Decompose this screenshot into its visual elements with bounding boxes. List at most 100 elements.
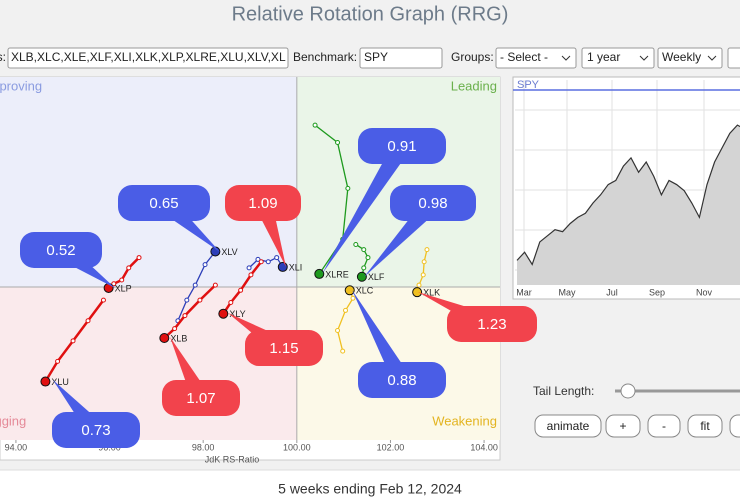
button[interactable] <box>729 414 740 438</box>
groups-label: Groups: <box>451 50 494 64</box>
tail-point <box>172 326 178 332</box>
callout-text: 0.65 <box>149 195 178 212</box>
tail-point <box>202 262 208 268</box>
series-label: XLY <box>229 309 245 319</box>
benchmark-label: Benchmark: <box>293 50 357 64</box>
tail-point <box>192 282 198 288</box>
price-x-label: May <box>558 287 576 297</box>
tail-point <box>111 281 117 287</box>
button-label: - <box>662 419 666 433</box>
tail-length-label: Tail Length: <box>533 384 594 398</box>
title: Relative Rotation Graph (RRG) <box>232 3 509 25</box>
tail-point <box>265 259 271 265</box>
series-label: XLI <box>289 262 303 272</box>
footer-bg <box>0 470 740 500</box>
button[interactable] <box>647 414 681 438</box>
series-label: XLU <box>51 377 69 387</box>
tail-point <box>136 255 142 261</box>
period-select[interactable] <box>581 47 655 69</box>
tail-point <box>238 287 244 293</box>
tail-point <box>335 328 341 334</box>
tail-point <box>70 338 76 344</box>
button[interactable] <box>605 414 641 438</box>
tail-point <box>197 297 203 303</box>
button-label: + <box>619 419 626 433</box>
quadrant-label: Leading <box>451 78 497 93</box>
tail-point <box>85 318 91 324</box>
callout <box>118 185 210 221</box>
button-label: fit <box>700 419 710 433</box>
x-tick-label: 94.00 <box>5 442 28 452</box>
tail-point <box>182 313 188 319</box>
interval-select[interactable] <box>657 47 723 69</box>
price-x-label: Nov <box>696 287 713 297</box>
callout-text: 0.91 <box>387 138 416 155</box>
price-x-label: Mar <box>516 287 532 297</box>
tail-point <box>340 348 346 354</box>
tail-point <box>353 241 359 247</box>
button-label: animate <box>547 419 590 433</box>
quadrant-label: Lagging <box>0 413 26 428</box>
quadrant-label: Weakening <box>432 413 497 428</box>
callout <box>358 362 446 398</box>
period-value: 1 year <box>587 50 620 64</box>
head-point <box>412 287 423 298</box>
x-axis-label: JdK RS-Ratio <box>205 454 260 464</box>
callout-pointer <box>322 141 410 274</box>
price-area <box>517 125 740 285</box>
quadrant <box>296 77 500 288</box>
tail-point <box>258 259 264 265</box>
quadrant-label: Improving <box>0 78 42 93</box>
series-label: XLK <box>423 288 440 298</box>
callout <box>225 185 301 221</box>
slider-knob[interactable] <box>620 383 636 399</box>
callout <box>447 306 537 342</box>
head-point <box>277 261 288 272</box>
tail-point <box>246 265 252 271</box>
tail-point <box>100 297 106 303</box>
quadrant <box>0 287 297 440</box>
tail-point <box>335 139 341 145</box>
groups-select[interactable] <box>495 47 577 69</box>
tail-point <box>361 247 367 253</box>
button[interactable] <box>687 414 723 438</box>
callout <box>390 185 476 221</box>
dropdown-arrow <box>707 55 717 61</box>
interval-value: Weekly <box>662 50 701 64</box>
tail-point <box>416 282 422 288</box>
symbols-input[interactable] <box>7 47 289 69</box>
tail-point <box>424 247 430 253</box>
series-label: XLV <box>221 247 237 257</box>
x-tick-label: 104.00 <box>470 442 498 452</box>
callout-text: 1.15 <box>269 340 298 357</box>
extra-select[interactable] <box>727 47 740 69</box>
series-label: XLF <box>368 272 385 282</box>
footer: 5 weeks ending Feb 12, 2024 <box>278 481 462 497</box>
button[interactable] <box>534 414 602 438</box>
series-label: XLP <box>115 283 132 293</box>
tail-point <box>248 272 254 278</box>
head-point <box>344 285 355 296</box>
tail-point <box>228 299 234 305</box>
x-tick-label: 100.00 <box>283 442 311 452</box>
series-label: XLC <box>356 286 374 296</box>
tail-point <box>184 297 190 303</box>
tail-point <box>55 358 61 364</box>
groups-value: - Select - <box>500 50 548 64</box>
callout-text: 1.07 <box>186 390 215 407</box>
symbols-label: Symbols: <box>0 50 6 64</box>
series-label: XLB <box>170 333 187 343</box>
symbols-value: XLB,XLC,XLE,XLF,XLI,XLK,XLP,XLRE,XLU,XLV… <box>11 50 286 64</box>
head-point <box>103 282 114 293</box>
tail-point <box>119 277 125 283</box>
benchmark-input[interactable] <box>359 47 443 69</box>
price-title: SPY <box>517 79 540 91</box>
callout <box>358 128 446 164</box>
callout-text: 1.09 <box>248 195 277 212</box>
head-point <box>218 308 229 319</box>
dropdown-arrow <box>561 55 571 61</box>
head-point <box>356 271 367 282</box>
tail-point <box>421 259 427 265</box>
callout <box>20 232 102 268</box>
